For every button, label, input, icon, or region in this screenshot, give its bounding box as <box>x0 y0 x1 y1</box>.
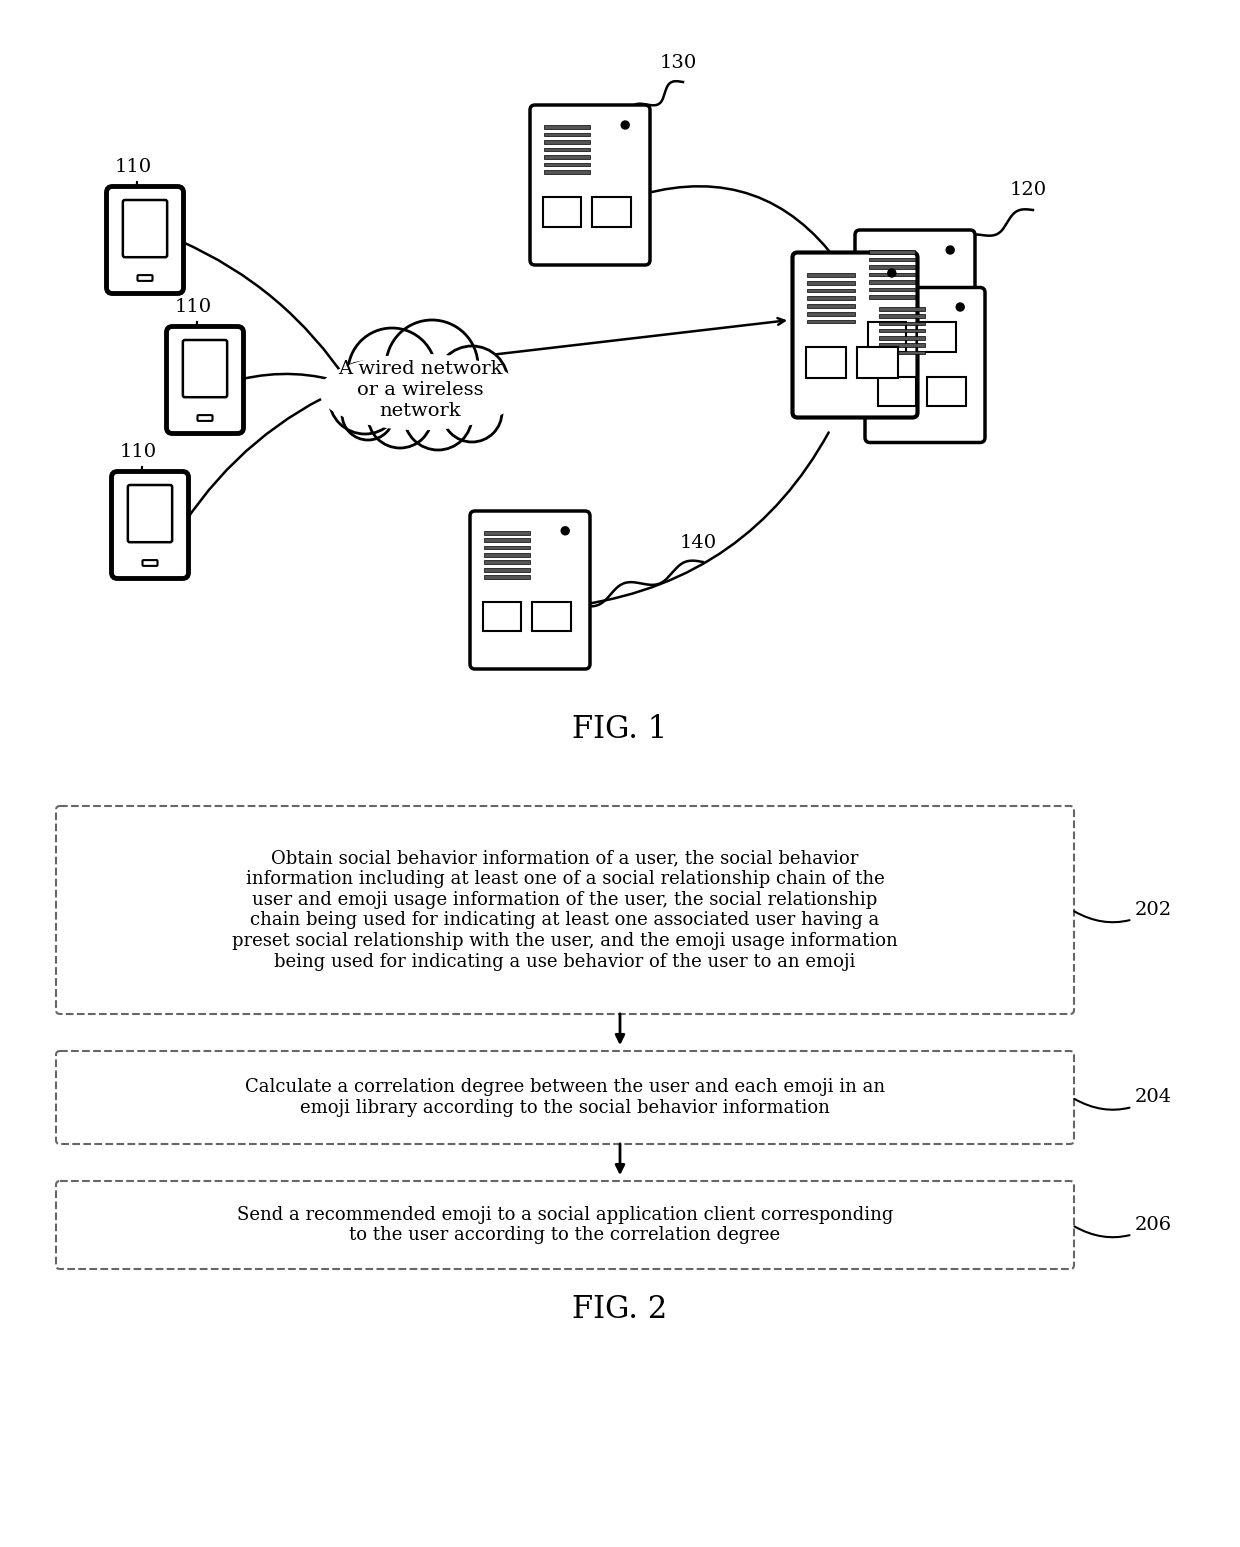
Bar <box>879 314 925 317</box>
Bar <box>807 280 856 285</box>
Bar <box>807 295 856 300</box>
Bar <box>484 560 529 565</box>
Bar <box>878 376 916 405</box>
Bar <box>869 272 915 277</box>
Circle shape <box>348 328 436 416</box>
FancyBboxPatch shape <box>138 275 153 282</box>
Bar <box>544 139 590 144</box>
Circle shape <box>436 347 508 418</box>
FancyBboxPatch shape <box>143 560 157 566</box>
Bar <box>807 320 856 323</box>
FancyBboxPatch shape <box>56 1050 1074 1143</box>
Circle shape <box>888 269 895 277</box>
Circle shape <box>562 528 569 535</box>
Bar <box>879 322 925 325</box>
FancyBboxPatch shape <box>792 252 918 418</box>
Bar <box>484 531 529 535</box>
Text: Calculate a correlation degree between the user and each emoji in an
emoji libra: Calculate a correlation degree between t… <box>246 1078 885 1117</box>
Bar <box>544 170 590 173</box>
FancyBboxPatch shape <box>866 288 985 442</box>
Bar <box>544 125 590 128</box>
FancyBboxPatch shape <box>182 340 227 398</box>
Text: FIG. 2: FIG. 2 <box>573 1295 667 1326</box>
Circle shape <box>441 382 502 442</box>
FancyBboxPatch shape <box>529 105 650 265</box>
Bar <box>857 348 898 379</box>
Bar <box>544 147 590 152</box>
Text: FIG. 1: FIG. 1 <box>573 715 667 746</box>
Bar <box>807 305 856 308</box>
Bar <box>869 251 915 254</box>
Text: 120: 120 <box>1011 181 1047 200</box>
Bar <box>918 322 956 353</box>
FancyBboxPatch shape <box>128 486 172 541</box>
Bar <box>928 376 966 405</box>
Bar <box>806 348 846 379</box>
Bar <box>593 196 631 227</box>
Bar <box>544 162 590 166</box>
Bar <box>484 575 529 579</box>
Bar <box>879 343 925 347</box>
Bar <box>482 602 521 631</box>
Bar <box>869 280 915 283</box>
FancyBboxPatch shape <box>123 200 167 257</box>
FancyBboxPatch shape <box>470 511 590 668</box>
Text: 204: 204 <box>1074 1089 1172 1109</box>
Bar <box>484 538 529 541</box>
Bar <box>879 330 925 333</box>
FancyBboxPatch shape <box>166 326 243 433</box>
Bar <box>869 265 915 269</box>
Circle shape <box>329 362 401 435</box>
Bar <box>879 306 925 311</box>
Bar <box>544 155 590 159</box>
Circle shape <box>956 303 965 311</box>
FancyBboxPatch shape <box>112 472 188 579</box>
Text: 110: 110 <box>115 158 153 176</box>
Bar <box>532 602 570 631</box>
Text: A wired network
or a wireless
network: A wired network or a wireless network <box>337 360 502 419</box>
FancyBboxPatch shape <box>197 415 212 421</box>
Bar <box>869 288 915 291</box>
Circle shape <box>342 388 394 439</box>
Text: 130: 130 <box>660 54 697 73</box>
Circle shape <box>946 246 955 254</box>
Ellipse shape <box>320 354 520 430</box>
Bar <box>879 336 925 340</box>
Text: 110: 110 <box>175 299 212 316</box>
Bar <box>807 288 856 292</box>
FancyBboxPatch shape <box>856 231 975 390</box>
Bar <box>807 272 856 277</box>
Bar <box>543 196 582 227</box>
Bar <box>879 351 925 354</box>
Bar <box>544 133 590 136</box>
Text: 202: 202 <box>1074 900 1172 922</box>
Bar <box>484 568 529 571</box>
Circle shape <box>404 382 472 450</box>
Bar <box>869 295 915 299</box>
Bar <box>869 257 915 261</box>
Text: 140: 140 <box>680 534 717 552</box>
Text: 206: 206 <box>1074 1216 1172 1238</box>
Bar <box>484 546 529 549</box>
Circle shape <box>621 121 629 128</box>
FancyBboxPatch shape <box>56 1180 1074 1269</box>
Bar <box>484 552 529 557</box>
Bar <box>868 322 906 353</box>
Text: 110: 110 <box>120 442 157 461</box>
FancyBboxPatch shape <box>107 187 184 294</box>
Circle shape <box>368 384 432 449</box>
Text: Send a recommended emoji to a social application client corresponding
to the use: Send a recommended emoji to a social app… <box>237 1205 893 1244</box>
Bar <box>807 312 856 316</box>
Text: Obtain social behavior information of a user, the social behavior
information in: Obtain social behavior information of a … <box>232 849 898 972</box>
FancyBboxPatch shape <box>56 806 1074 1013</box>
Circle shape <box>386 320 477 412</box>
